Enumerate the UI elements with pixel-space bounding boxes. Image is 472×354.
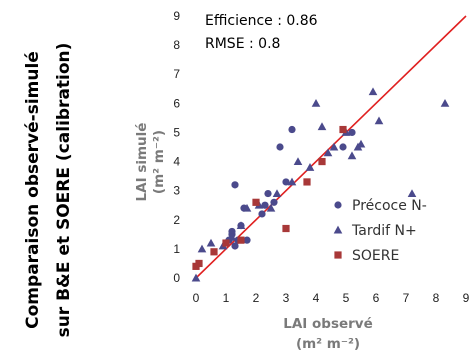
y-axis-title-line-2: (m² m⁻²) — [151, 130, 167, 194]
triangle-point — [408, 189, 417, 197]
triangle-point — [207, 239, 216, 247]
legend-circle-marker — [334, 201, 341, 208]
triangle-point — [198, 245, 207, 253]
circle-point — [339, 143, 346, 150]
y-tick-label: 0 — [173, 271, 180, 285]
triangle-point — [369, 87, 378, 95]
y-tick-label: 5 — [173, 125, 180, 139]
x-tick-label: 2 — [253, 291, 260, 305]
y-tick-label: 2 — [173, 213, 180, 227]
x-tick-label: 0 — [193, 291, 200, 305]
x-tick-label: 7 — [403, 291, 410, 305]
x-tick-label: 5 — [343, 291, 350, 305]
circle-point — [231, 181, 238, 188]
x-axis-title-line-1: LAI observé — [283, 316, 373, 332]
x-axis-title: LAI observé (m² m⁻²) — [283, 316, 373, 352]
circle-point — [288, 126, 295, 133]
square-point — [252, 199, 259, 206]
y-tick-label: 9 — [173, 9, 180, 23]
side-title: Comparaison observé-simulé sur B&E et SO… — [23, 43, 74, 338]
square-point — [237, 237, 244, 244]
y-tick-label: 1 — [173, 242, 180, 256]
x-tick-label: 8 — [433, 291, 440, 305]
y-tick-label: 6 — [173, 96, 180, 110]
y-axis-title-line-1: LAI simulé — [134, 123, 150, 202]
square-point — [303, 178, 310, 185]
legend-label: Tardif N+ — [351, 223, 417, 239]
efficience-label: Efficience : 0.86 — [205, 13, 318, 29]
statistics-annotation: Efficience : 0.86 RMSE : 0.8 — [205, 13, 318, 52]
triangle-point — [441, 99, 450, 107]
x-tick-label: 1 — [223, 291, 230, 305]
x-axis-title-line-2: (m² m⁻²) — [296, 336, 360, 352]
circle-point — [258, 210, 265, 217]
legend: Précoce N- Tardif N+ SOERE — [334, 198, 427, 264]
square-point — [195, 260, 202, 267]
legend-square-marker — [334, 251, 341, 258]
square-point — [222, 239, 229, 246]
circle-point — [264, 190, 271, 197]
circle-point — [276, 143, 283, 150]
square-point — [210, 248, 217, 255]
legend-label: SOERE — [352, 248, 399, 264]
legend-triangle-marker — [334, 226, 343, 234]
x-tick-label: 3 — [283, 291, 290, 305]
side-title-line-2: sur B&E et SOERE (calibration) — [54, 43, 74, 338]
x-tick-label: 4 — [313, 291, 320, 305]
square-point — [339, 126, 346, 133]
x-tick-label: 6 — [373, 291, 380, 305]
triangle-point — [312, 99, 321, 107]
side-title-line-1: Comparaison observé-simulé — [23, 51, 43, 329]
triangle-point — [318, 122, 327, 130]
square-point — [282, 225, 289, 232]
data-points — [192, 87, 450, 281]
y-tick-label: 8 — [173, 38, 180, 52]
y-axis-title: LAI simulé (m² m⁻²) — [134, 123, 167, 202]
x-tick-label: 9 — [463, 291, 470, 305]
triangle-point — [375, 116, 384, 124]
triangle-point — [348, 151, 357, 159]
rmse-label: RMSE : 0.8 — [205, 36, 280, 52]
triangle-point — [273, 189, 282, 197]
legend-label: Précoce N- — [352, 198, 427, 214]
y-tick-label: 7 — [173, 67, 180, 81]
triangle-point — [294, 157, 303, 165]
square-point — [318, 158, 325, 165]
y-tick-label: 3 — [173, 184, 180, 198]
y-tick-label: 4 — [173, 155, 180, 169]
